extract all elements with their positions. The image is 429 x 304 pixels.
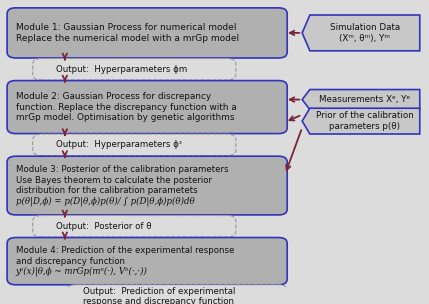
- FancyBboxPatch shape: [33, 134, 236, 156]
- Text: Module 1: Gaussian Process for numerical model: Module 1: Gaussian Process for numerical…: [16, 23, 236, 32]
- Polygon shape: [302, 90, 420, 109]
- Text: function. Replace the discrepancy function with a: function. Replace the discrepancy functi…: [16, 102, 236, 112]
- Text: yᵉ(x)|θ,ϕ ~ mrGp(mᵉ(·), Vᵉ(·,·)): yᵉ(x)|θ,ϕ ~ mrGp(mᵉ(·), Vᵉ(·,·)): [16, 267, 148, 276]
- Text: (Xᵐ, θᵐ), Yᵐ: (Xᵐ, θᵐ), Yᵐ: [339, 34, 390, 43]
- FancyBboxPatch shape: [7, 8, 287, 58]
- Polygon shape: [302, 108, 420, 134]
- Text: Output:  Posterior of θ: Output: Posterior of θ: [56, 222, 152, 231]
- Text: Output:  Prediction of experimental: Output: Prediction of experimental: [83, 287, 235, 295]
- Text: Module 2: Gaussian Process for discrepancy: Module 2: Gaussian Process for discrepan…: [16, 92, 211, 101]
- FancyBboxPatch shape: [67, 285, 287, 304]
- Text: Module 3: Posterior of the calibration parameters: Module 3: Posterior of the calibration p…: [16, 165, 228, 174]
- FancyBboxPatch shape: [7, 237, 287, 285]
- Text: Output:  Hyperparameters ϕᶟ: Output: Hyperparameters ϕᶟ: [56, 140, 182, 149]
- Text: mrGp model. Optimisation by genetic algorithms: mrGp model. Optimisation by genetic algo…: [16, 113, 234, 122]
- Text: Module 4: Prediction of the experimental response: Module 4: Prediction of the experimental…: [16, 246, 234, 255]
- Text: distribution for the calibration parametets: distribution for the calibration paramet…: [16, 186, 197, 195]
- Text: and discrepancy function: and discrepancy function: [16, 257, 125, 266]
- Text: Measurements Xᵉ, Yᵉ: Measurements Xᵉ, Yᵉ: [319, 95, 411, 104]
- Text: Replace the numerical model with a mrGp model: Replace the numerical model with a mrGp …: [16, 34, 239, 43]
- Text: parameters p(θ): parameters p(θ): [329, 122, 400, 131]
- FancyBboxPatch shape: [7, 156, 287, 215]
- FancyBboxPatch shape: [33, 59, 236, 80]
- Text: Use Bayes theorem to calculate the posterior: Use Bayes theorem to calculate the poste…: [16, 176, 211, 185]
- Polygon shape: [302, 15, 420, 51]
- Text: Prior of the calibration: Prior of the calibration: [316, 111, 414, 120]
- Text: Simulation Data: Simulation Data: [329, 23, 400, 32]
- FancyBboxPatch shape: [7, 81, 287, 133]
- FancyBboxPatch shape: [33, 216, 236, 237]
- Text: response and discrepancy function: response and discrepancy function: [83, 297, 234, 304]
- Text: p(θ|D,ϕ) = p(D|θ,ϕ)p(θ)/ ∫ p(D|θ,ϕ)p(θ)dθ: p(θ|D,ϕ) = p(D|θ,ϕ)p(θ)/ ∫ p(D|θ,ϕ)p(θ)d…: [16, 196, 194, 206]
- Text: Output:  Hyperparameters ϕm: Output: Hyperparameters ϕm: [56, 65, 187, 74]
